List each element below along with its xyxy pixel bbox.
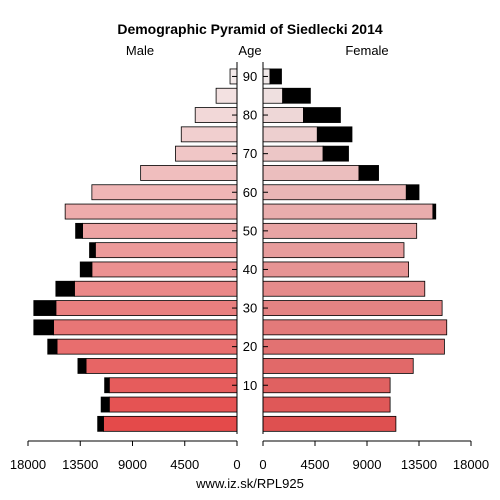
- female-bar-55-59: [262, 203, 434, 220]
- female-bar-20-24: [262, 338, 445, 355]
- female-x-tick-label-18000: 18000: [453, 457, 489, 472]
- female-bar-40-44: [262, 261, 410, 278]
- male-x-tick-label-0: 0: [233, 457, 240, 472]
- female-excess-bar-80-84: [303, 107, 341, 123]
- female-bar-45-49: [262, 242, 405, 259]
- female-bar-25-29: [262, 319, 448, 336]
- female-excess-bar-55-59: [432, 203, 437, 220]
- age-tick-label-30: 30: [243, 301, 257, 316]
- female-bar-10-14: [262, 377, 391, 394]
- male-bar-70-74: [175, 145, 238, 162]
- male-bar-55-59: [64, 203, 238, 220]
- male-excess-bar-35-39: [55, 280, 75, 297]
- male-bar-40-44: [91, 261, 238, 278]
- female-bar-85-89: [262, 87, 284, 104]
- male-bar-75-79: [180, 126, 238, 143]
- male-excess-bar-5-9: [100, 396, 110, 413]
- female-bar-35-39: [262, 280, 426, 297]
- male-bar-5-9: [108, 396, 238, 413]
- male-bar-15-19: [85, 358, 238, 374]
- female-excess-bar-75-79: [316, 126, 353, 143]
- male-excess-bar-25-29: [33, 319, 54, 336]
- male-bar-25-29: [53, 319, 238, 336]
- female-x-tick-label-4500: 4500: [301, 457, 330, 472]
- male-label: Male: [126, 43, 154, 58]
- male-bar-60-64: [91, 184, 238, 201]
- male-excess-bar-0-4: [97, 415, 104, 432]
- age-tick-label-90: 90: [243, 69, 257, 84]
- female-bar-5-9: [262, 396, 391, 413]
- male-x-tick-label-9000: 9000: [118, 457, 147, 472]
- female-excess-bar-90+: [269, 68, 282, 85]
- age-tick-label-40: 40: [243, 262, 257, 277]
- male-excess-bar-45-49: [89, 242, 96, 259]
- male-bar-35-39: [74, 280, 238, 297]
- age-tick-label-60: 60: [243, 185, 257, 200]
- female-bar-15-19: [262, 358, 414, 374]
- female-excess-bar-85-89: [282, 87, 311, 104]
- age-tick-label-80: 80: [243, 108, 257, 123]
- female-bar-60-64: [262, 184, 407, 201]
- male-bar-85-89: [215, 87, 238, 104]
- female-excess-bar-70-74: [322, 145, 349, 162]
- bars-layer: [33, 68, 448, 432]
- female-x-tick-label-9000: 9000: [353, 457, 382, 472]
- age-tick-label-50: 50: [243, 223, 257, 238]
- age-tick-label-70: 70: [243, 146, 257, 161]
- female-excess-bar-60-64: [405, 184, 420, 201]
- female-x-tick-label-0: 0: [259, 457, 266, 472]
- male-x-tick-label-18000: 18000: [10, 457, 46, 472]
- male-excess-bar-15-19: [77, 358, 87, 374]
- male-bar-10-14: [108, 377, 238, 394]
- male-x-tick-label-13500: 13500: [62, 457, 98, 472]
- male-bar-0-4: [103, 415, 238, 432]
- male-excess-bar-50-54: [75, 222, 83, 239]
- male-bar-65-69: [140, 165, 238, 181]
- female-bar-70-74: [262, 145, 324, 162]
- male-x-tick-label-4500: 4500: [170, 457, 199, 472]
- male-excess-bar-10-14: [104, 377, 110, 394]
- female-x-tick-label-13500: 13500: [401, 457, 437, 472]
- male-bar-20-24: [56, 338, 238, 355]
- age-tick-label-10: 10: [243, 378, 257, 393]
- female-bar-0-4: [262, 415, 397, 432]
- female-bar-65-69: [262, 165, 360, 181]
- age-label: Age: [238, 43, 261, 58]
- female-bar-75-79: [262, 126, 318, 143]
- male-excess-bar-30-34: [33, 300, 57, 316]
- male-bar-50-54: [82, 222, 238, 239]
- female-excess-bar-65-69: [358, 165, 379, 181]
- female-bar-50-54: [262, 222, 418, 239]
- female-bar-80-84: [262, 107, 304, 123]
- male-excess-bar-40-44: [79, 261, 93, 278]
- age-tick-label-20: 20: [243, 339, 257, 354]
- male-bar-30-34: [55, 300, 238, 316]
- female-label: Female: [345, 43, 388, 58]
- male-bar-45-49: [94, 242, 238, 259]
- male-bar-80-84: [194, 107, 238, 123]
- footer-source: www.iz.sk/RPL925: [195, 476, 304, 491]
- female-bar-30-34: [262, 300, 443, 316]
- male-excess-bar-20-24: [47, 338, 58, 355]
- chart-title: Demographic Pyramid of Siedlecki 2014: [117, 21, 383, 37]
- axes-layer: 10 20 30 40 50 60 70 80 90 18000 13500 9000 4500 0 0 45…: [10, 62, 489, 472]
